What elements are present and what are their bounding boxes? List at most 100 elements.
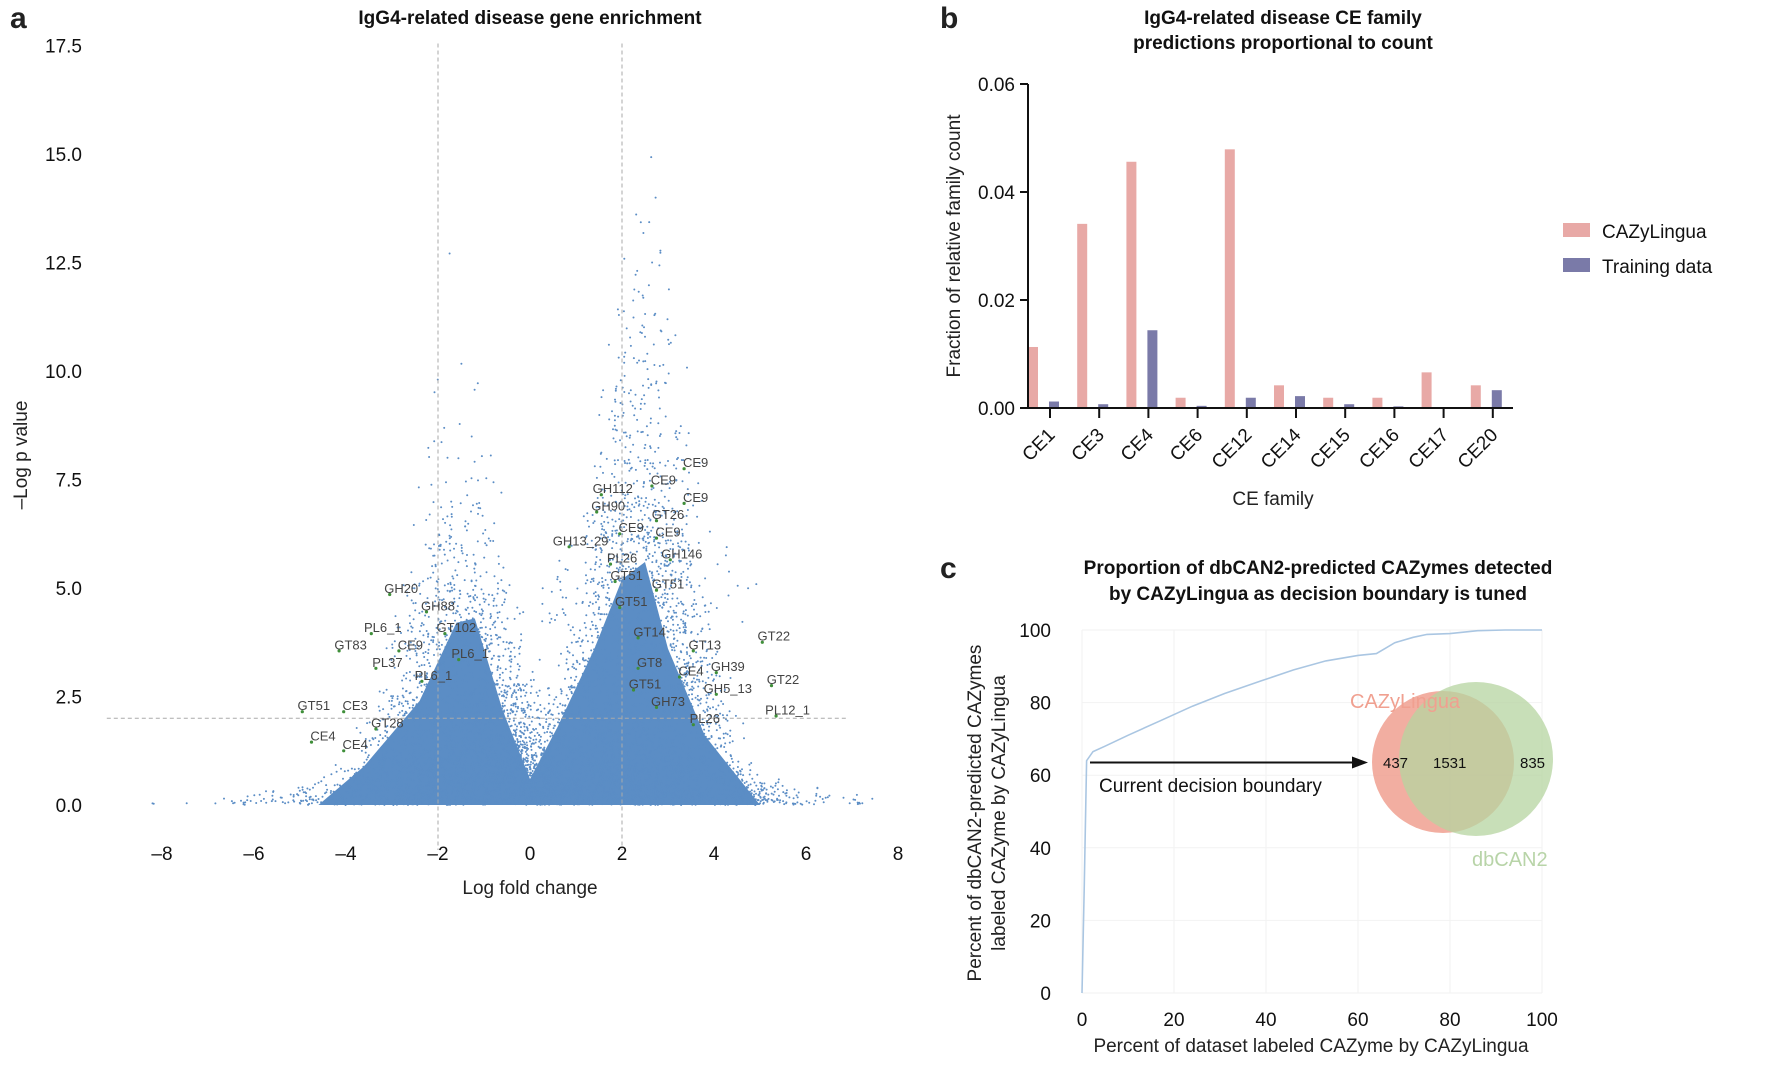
data-point bbox=[664, 570, 667, 573]
data-point bbox=[478, 675, 481, 678]
data-point bbox=[585, 592, 588, 595]
data-point bbox=[462, 803, 465, 806]
data-point bbox=[450, 688, 453, 691]
data-point bbox=[523, 709, 526, 712]
data-point bbox=[438, 641, 441, 644]
data-point bbox=[502, 679, 505, 682]
data-point bbox=[684, 632, 687, 635]
data-point bbox=[658, 435, 661, 437]
data-point bbox=[485, 648, 488, 651]
data-point bbox=[439, 653, 442, 656]
data-point bbox=[462, 622, 465, 625]
data-point bbox=[682, 720, 685, 723]
data-point bbox=[597, 634, 600, 637]
data-point bbox=[601, 752, 604, 755]
data-point bbox=[479, 507, 482, 510]
data-point bbox=[428, 709, 431, 712]
data-point bbox=[648, 570, 651, 573]
data-point bbox=[434, 587, 437, 590]
data-point bbox=[578, 663, 581, 665]
data-point bbox=[452, 577, 455, 580]
data-point bbox=[646, 691, 649, 694]
data-point bbox=[463, 693, 466, 696]
data-point bbox=[580, 750, 583, 753]
data-point bbox=[532, 762, 535, 765]
panel-letter-b: b bbox=[940, 2, 958, 35]
data-point bbox=[698, 678, 700, 681]
data-point bbox=[567, 686, 570, 689]
data-point bbox=[421, 796, 424, 799]
data-point bbox=[637, 456, 640, 459]
data-point bbox=[596, 636, 599, 639]
data-point bbox=[598, 565, 601, 568]
data-point bbox=[668, 688, 671, 690]
data-point bbox=[411, 754, 414, 757]
data-point bbox=[387, 744, 390, 747]
data-point bbox=[685, 583, 688, 586]
data-point bbox=[436, 670, 439, 673]
data-point bbox=[623, 391, 626, 393]
data-point bbox=[443, 724, 445, 727]
data-point bbox=[665, 657, 668, 660]
data-point bbox=[477, 720, 480, 723]
data-point bbox=[454, 699, 457, 702]
data-point bbox=[446, 759, 449, 762]
data-point bbox=[490, 771, 493, 774]
data-point bbox=[554, 761, 557, 764]
data-point bbox=[445, 481, 447, 484]
data-point bbox=[426, 577, 429, 580]
data-point bbox=[390, 707, 393, 710]
data-point bbox=[410, 599, 413, 602]
data-point bbox=[613, 419, 616, 422]
data-point bbox=[390, 658, 393, 661]
data-point bbox=[490, 634, 492, 637]
data-point bbox=[422, 774, 424, 777]
data-point bbox=[572, 654, 574, 657]
data-point bbox=[655, 775, 658, 778]
data-point bbox=[467, 671, 470, 674]
data-point bbox=[573, 766, 576, 769]
data-point bbox=[435, 580, 438, 583]
data-point bbox=[707, 763, 710, 766]
data-point bbox=[425, 630, 428, 632]
data-point bbox=[503, 590, 506, 593]
data-point bbox=[366, 722, 369, 725]
data-point bbox=[376, 758, 379, 761]
data-point bbox=[490, 615, 493, 618]
data-point bbox=[446, 515, 449, 518]
data-point bbox=[417, 768, 420, 771]
data-point bbox=[422, 580, 425, 583]
data-point bbox=[444, 734, 446, 737]
data-point bbox=[427, 652, 430, 655]
data-point bbox=[440, 662, 443, 665]
data-point bbox=[420, 624, 423, 627]
data-point bbox=[378, 740, 380, 743]
data-point bbox=[726, 719, 729, 722]
data-point bbox=[461, 703, 464, 706]
data-point bbox=[728, 781, 731, 784]
data-point bbox=[443, 715, 445, 718]
data-point bbox=[619, 803, 622, 806]
data-point bbox=[682, 793, 685, 796]
data-point bbox=[635, 641, 638, 644]
data-point bbox=[392, 705, 395, 708]
data-point bbox=[666, 654, 669, 657]
data-point bbox=[451, 715, 453, 718]
data-point bbox=[715, 653, 717, 656]
data-point bbox=[415, 759, 417, 762]
data-point bbox=[557, 664, 560, 667]
data-point bbox=[693, 792, 696, 795]
data-point bbox=[553, 797, 556, 800]
data-point bbox=[489, 628, 492, 630]
data-point bbox=[739, 780, 742, 783]
data-point bbox=[668, 778, 671, 781]
data-point bbox=[508, 751, 511, 754]
data-point bbox=[464, 639, 467, 642]
data-point bbox=[475, 782, 478, 785]
data-point bbox=[456, 574, 459, 577]
data-point bbox=[705, 742, 708, 745]
data-point bbox=[650, 384, 653, 386]
data-point bbox=[508, 584, 511, 587]
data-point bbox=[417, 703, 420, 706]
data-point bbox=[418, 665, 421, 668]
